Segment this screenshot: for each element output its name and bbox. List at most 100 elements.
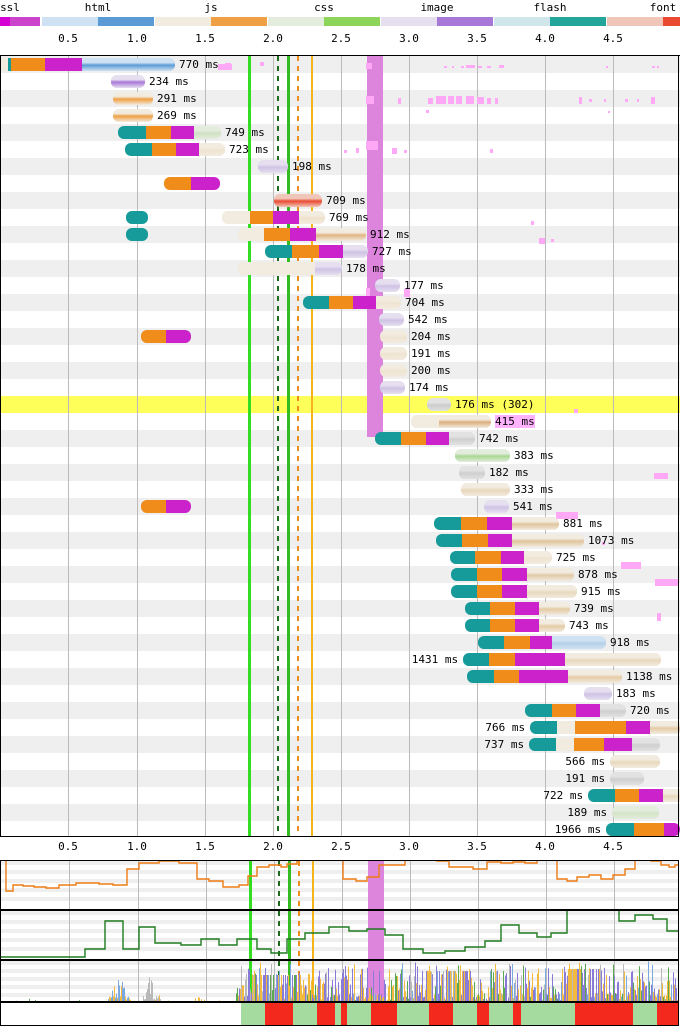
table-row[interactable]: 189 ms [0,804,680,821]
request-bar[interactable] [584,687,612,700]
request-bar[interactable] [164,177,220,190]
request-bar[interactable] [222,211,325,224]
table-row[interactable]: 739 ms [0,600,680,617]
table-row[interactable]: 198 ms [0,158,680,175]
request-bar[interactable] [465,619,565,632]
request-bar[interactable] [610,755,660,768]
request-bar[interactable] [451,568,574,581]
request-bar[interactable] [126,228,148,241]
request-bar[interactable] [238,262,342,275]
request-bar[interactable] [434,517,559,530]
table-row[interactable]: 191 ms [0,345,680,362]
request-bar[interactable] [274,194,322,207]
request-bar[interactable] [126,211,148,224]
table-row[interactable]: 918 ms [0,634,680,651]
table-row[interactable]: 742 ms [0,430,680,447]
request-bar[interactable] [484,500,509,513]
table-row[interactable]: 1138 ms [0,668,680,685]
request-bar[interactable] [118,126,221,139]
table-row[interactable]: 915 ms [0,583,680,600]
table-row[interactable]: 541 ms [0,498,680,515]
request-bar[interactable] [450,551,552,564]
request-bar[interactable] [463,653,661,666]
table-row[interactable]: 542 ms [0,311,680,328]
request-bar[interactable] [141,500,191,513]
table-row[interactable]: 881 ms [0,515,680,532]
table-row[interactable]: 704 ms [0,294,680,311]
request-bar[interactable] [525,704,626,717]
table-row[interactable]: 727 ms [0,243,680,260]
request-bar[interactable] [588,789,680,802]
request-bar[interactable] [238,228,366,241]
table-row[interactable]: 737 ms [0,736,680,753]
table-row[interactable]: 177 ms [0,277,680,294]
table-row[interactable]: 1073 ms [0,532,680,549]
request-bar[interactable] [111,75,145,88]
request-bar[interactable] [141,330,191,343]
table-row[interactable]: 749 ms [0,124,680,141]
request-bar[interactable] [606,823,680,836]
table-row[interactable]: 383 ms [0,447,680,464]
table-row[interactable]: 723 ms [0,141,680,158]
table-row[interactable]: 720 ms [0,702,680,719]
table-row[interactable] [0,498,680,515]
request-bar[interactable] [380,347,407,360]
table-row[interactable]: 204 ms [0,328,680,345]
table-row[interactable]: 200 ms [0,362,680,379]
table-row[interactable] [0,175,680,192]
table-row[interactable]: 333 ms [0,481,680,498]
table-row[interactable]: 191 ms [0,770,680,787]
request-bar[interactable] [303,296,401,309]
request-bar[interactable] [455,449,510,462]
table-row[interactable]: 174 ms [0,379,680,396]
table-row[interactable]: 176 ms (302) [0,396,680,413]
table-row[interactable]: 725 ms [0,549,680,566]
request-bar[interactable] [380,330,407,343]
request-bar[interactable] [113,92,153,105]
table-row[interactable]: 743 ms [0,617,680,634]
request-bar[interactable] [411,415,491,428]
request-bar[interactable] [380,364,407,377]
table-row[interactable]: 269 ms [0,107,680,124]
request-bar[interactable] [379,313,404,326]
request-bar[interactable] [467,670,622,683]
table-row[interactable]: 770 ms [0,56,680,73]
table-row[interactable]: 234 ms [0,73,680,90]
table-row[interactable]: 766 ms [0,719,680,736]
request-bar[interactable] [610,772,644,785]
table-row[interactable]: 415 ms [0,413,680,430]
request-bar[interactable] [113,109,153,122]
request-bar[interactable] [375,432,475,445]
table-row[interactable]: 722 ms [0,787,680,804]
request-bar[interactable] [529,738,660,751]
request-bar[interactable] [258,160,288,173]
table-row[interactable]: 182 ms [0,464,680,481]
request-bar[interactable] [265,245,368,258]
table-row[interactable]: 1431 ms [0,651,680,668]
request-bar[interactable] [427,398,451,411]
request-bar[interactable] [451,585,577,598]
request-bar[interactable] [380,381,405,394]
table-row[interactable]: 566 ms [0,753,680,770]
table-row[interactable]: 1966 ms [0,821,680,836]
request-bar[interactable] [612,806,659,819]
waterfall-rows[interactable]: 770 ms 234 ms 291 ms 269 ms 749 ms 723 ms 198 … [0,56,680,836]
table-row[interactable]: 912 ms [0,226,680,243]
request-bar[interactable] [125,143,225,156]
request-bar[interactable] [459,466,485,479]
request-bar[interactable] [478,636,606,649]
table-row[interactable]: 709 ms [0,192,680,209]
request-bar[interactable] [436,534,584,547]
table-row[interactable] [0,209,680,226]
table-row[interactable] [0,226,680,243]
request-bar[interactable] [461,483,510,496]
request-bar[interactable] [375,279,400,292]
table-row[interactable]: 178 ms [0,260,680,277]
table-row[interactable] [0,328,680,345]
request-bar[interactable] [530,721,680,734]
request-bar[interactable] [0,58,175,71]
table-row[interactable]: 878 ms [0,566,680,583]
table-row[interactable]: 183 ms [0,685,680,702]
table-row[interactable]: 291 ms [0,90,680,107]
table-row[interactable]: 769 ms [0,209,680,226]
